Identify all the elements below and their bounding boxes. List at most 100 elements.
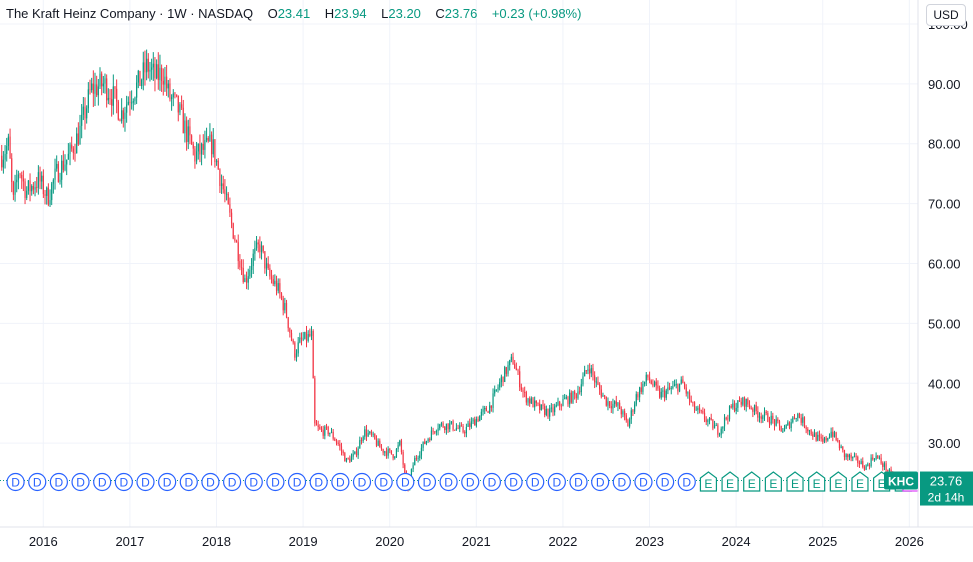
candle <box>99 67 101 90</box>
candle <box>619 400 621 410</box>
dividend-marker[interactable]: D <box>417 472 437 492</box>
dividend-marker[interactable]: D <box>526 472 545 492</box>
dividend-marker[interactable]: D <box>677 472 696 492</box>
candle <box>59 172 61 185</box>
candle <box>131 90 133 110</box>
dividend-marker[interactable]: D <box>591 472 610 492</box>
dividend-marker[interactable]: D <box>6 472 25 492</box>
dividend-marker[interactable]: D <box>331 472 350 492</box>
candle <box>295 349 298 362</box>
dividend-marker[interactable]: D <box>374 472 393 492</box>
dividend-marker[interactable]: D <box>482 472 502 492</box>
candle <box>325 423 328 430</box>
candle <box>127 96 129 106</box>
candle <box>367 429 369 438</box>
x-tick-label: 2025 <box>808 534 837 549</box>
svg-text:D: D <box>314 476 323 490</box>
candle <box>312 329 314 379</box>
earnings-marker[interactable]: E <box>851 471 869 492</box>
candle <box>788 421 791 430</box>
dividend-marker[interactable]: D <box>266 472 285 492</box>
svg-text:D: D <box>639 476 648 490</box>
candle <box>763 407 766 421</box>
candle <box>477 416 479 423</box>
candle <box>322 425 324 439</box>
candle <box>1 144 3 171</box>
dividend-marker[interactable]: D <box>309 472 328 492</box>
dividend-marker[interactable]: D <box>201 472 220 492</box>
earnings-marker[interactable]: E <box>808 471 826 492</box>
candle <box>151 58 153 80</box>
symbol-header: The Kraft Heinz Company · 1W · NASDAQ O2… <box>6 6 581 21</box>
dividend-marker[interactable]: D <box>569 472 588 492</box>
candle <box>207 136 209 143</box>
candle <box>22 170 24 192</box>
candle <box>607 397 609 411</box>
candle <box>385 447 388 459</box>
candle <box>259 236 261 259</box>
dividend-marker[interactable]: D <box>396 472 415 492</box>
candle <box>305 325 308 348</box>
candle <box>525 390 527 406</box>
candle <box>89 79 91 95</box>
earnings-marker[interactable]: E <box>743 471 761 492</box>
earnings-marker[interactable]: E <box>699 471 718 492</box>
earnings-marker[interactable]: E <box>721 471 739 492</box>
candle <box>813 429 816 437</box>
candle <box>587 364 589 375</box>
candle <box>332 428 334 441</box>
dividend-marker[interactable]: D <box>612 472 631 492</box>
candle <box>835 431 837 442</box>
candle <box>570 390 572 404</box>
dividend-marker[interactable]: D <box>179 472 198 492</box>
candle <box>37 165 39 195</box>
dividend-marker[interactable]: D <box>158 472 177 492</box>
candle <box>822 434 824 444</box>
candle <box>522 387 524 398</box>
earnings-marker[interactable]: E <box>764 471 782 492</box>
dividend-marker[interactable]: D <box>439 472 458 492</box>
candle <box>82 96 84 121</box>
candle <box>642 380 644 395</box>
svg-text:D: D <box>444 476 453 490</box>
currency-button[interactable]: USD <box>926 4 966 26</box>
candle <box>703 408 706 423</box>
candle <box>240 259 243 276</box>
dividend-marker[interactable]: D <box>461 472 480 492</box>
dividend-marker[interactable]: D <box>93 472 112 492</box>
earnings-marker[interactable]: E <box>786 471 804 492</box>
dividend-marker[interactable]: D <box>352 472 372 492</box>
dividend-marker[interactable]: D <box>287 472 307 492</box>
candle <box>675 379 677 389</box>
svg-text:D: D <box>271 476 280 490</box>
dividend-marker[interactable]: D <box>244 472 263 492</box>
svg-text:D: D <box>553 476 562 490</box>
dividend-marker[interactable]: D <box>71 472 90 492</box>
dividend-marker[interactable]: D <box>114 472 133 492</box>
dividend-marker[interactable]: D <box>49 472 68 492</box>
candle <box>91 77 93 93</box>
candle <box>335 438 338 446</box>
y-tick-label: 70.00 <box>928 197 961 212</box>
candle <box>270 269 273 284</box>
high-value: 23.94 <box>334 6 367 21</box>
candle <box>424 438 426 445</box>
candle <box>41 171 43 190</box>
candle <box>505 366 507 377</box>
earnings-marker[interactable]: E <box>829 471 847 492</box>
dividend-marker[interactable]: D <box>222 472 242 492</box>
dividend-marker[interactable]: D <box>547 472 566 492</box>
dividend-marker[interactable]: D <box>504 472 523 492</box>
dividend-marker[interactable]: D <box>28 472 47 492</box>
candle <box>807 427 809 435</box>
candle <box>579 386 581 395</box>
dividend-marker[interactable]: D <box>656 472 675 492</box>
candle <box>402 449 404 469</box>
candle <box>102 75 104 94</box>
candle <box>317 420 319 432</box>
dividend-marker[interactable]: D <box>136 472 155 492</box>
dividend-marker[interactable]: D <box>634 472 653 492</box>
candle <box>235 239 238 243</box>
